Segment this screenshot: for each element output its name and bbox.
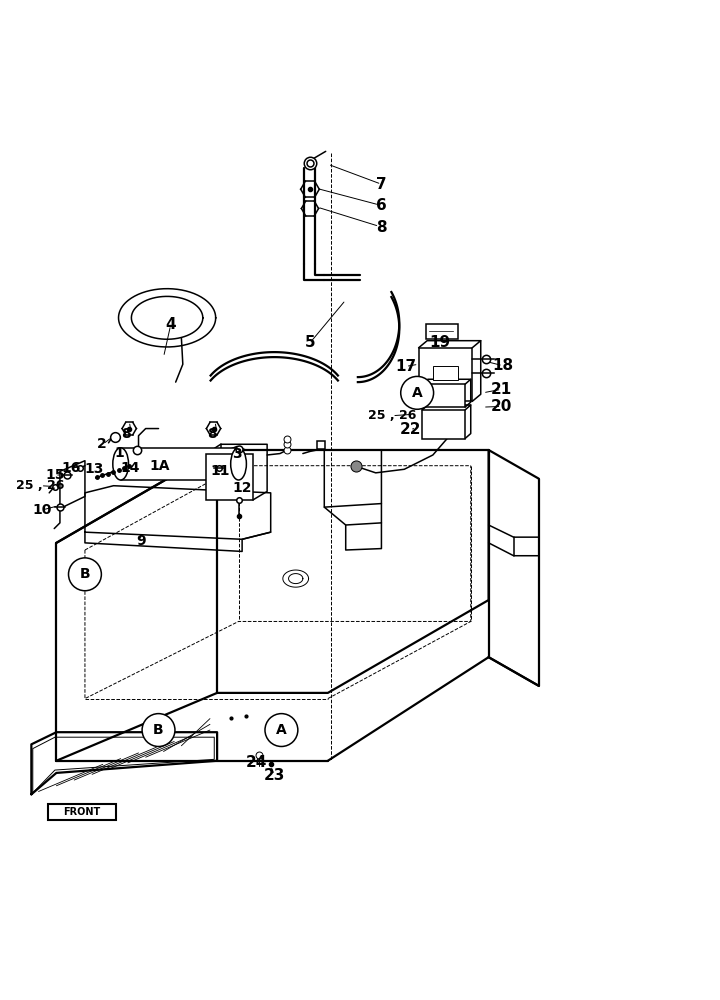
Text: 1: 1 [114,446,124,460]
Text: 20: 20 [491,399,512,414]
Circle shape [401,376,433,409]
Text: 25 , 26: 25 , 26 [17,479,65,492]
Text: 4: 4 [166,317,176,332]
Bar [422,410,465,439]
Text: 15: 15 [45,468,65,482]
Text: A: A [276,723,287,737]
Text: 8: 8 [376,220,387,235]
Text: 22: 22 [400,422,420,437]
Text: 16: 16 [61,461,81,475]
Text: 1A: 1A [150,459,170,473]
Text: 5: 5 [305,335,315,350]
Text: 14: 14 [120,461,140,475]
Text: B: B [153,723,164,737]
Text: FRONT: FRONT [63,807,100,817]
Ellipse shape [230,448,246,480]
Text: 12: 12 [233,481,252,495]
Text: 19: 19 [429,335,451,350]
Text: 10: 10 [32,503,52,517]
Text: 13: 13 [84,462,104,476]
Text: 9: 9 [136,534,145,548]
Bar [422,384,465,407]
Text: 6: 6 [376,198,387,213]
Text: 8: 8 [122,427,131,441]
Text: 3: 3 [233,447,242,461]
Ellipse shape [113,448,129,480]
Bar [207,454,253,500]
Circle shape [142,714,175,746]
Bar [426,324,458,339]
Circle shape [265,714,298,746]
Text: 17: 17 [395,359,416,374]
Circle shape [68,558,102,591]
Text: 23: 23 [264,768,285,783]
Text: B: B [80,567,90,581]
Text: 11: 11 [211,464,230,478]
Bar [121,448,238,480]
Bar [433,366,458,380]
Text: 25 , 26: 25 , 26 [368,409,416,422]
Text: 7: 7 [376,177,387,192]
Text: 24: 24 [246,755,267,770]
Text: 8: 8 [207,427,217,441]
Text: 21: 21 [491,382,512,397]
Text: 2: 2 [96,437,107,451]
Text: 18: 18 [492,358,513,373]
Text: A: A [412,386,423,400]
Bar [48,804,116,820]
